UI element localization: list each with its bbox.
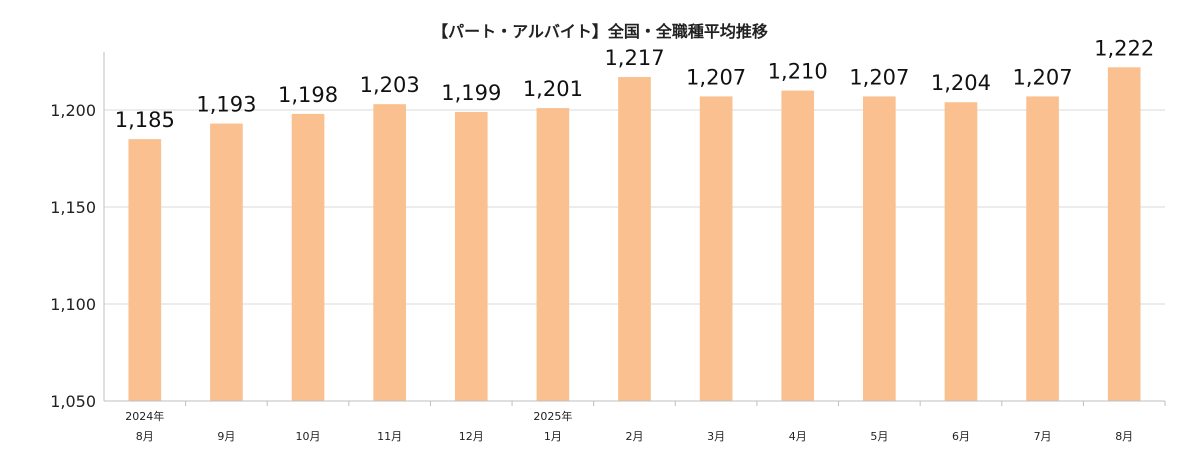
data-label: 1,185 — [115, 108, 175, 132]
bar — [618, 77, 651, 402]
y-tick-label: 1,150 — [50, 198, 96, 217]
y-tick-label: 1,050 — [50, 392, 96, 411]
bar — [1107, 67, 1141, 401]
x-tick-label: 5月 — [870, 430, 888, 443]
x-tick-year-label: 2025年 — [533, 409, 572, 423]
data-label: 1,207 — [1013, 65, 1073, 89]
x-tick-label: 11月 — [377, 430, 402, 443]
chart-title: 【パート・アルバイト】全国・全職種平均推移 — [432, 22, 768, 41]
x-tick-label: 10月 — [296, 430, 321, 443]
data-labels: 1,185 1,193 1,198 1,203 1,199 1,201 1,217 1,207… — [115, 36, 1155, 132]
data-label: 1,199 — [441, 81, 501, 105]
data-label: 1,198 — [278, 83, 338, 107]
axes — [103, 52, 1166, 406]
bar — [699, 96, 733, 402]
data-label: 1,193 — [196, 93, 256, 117]
bar — [454, 111, 488, 401]
x-axis-ticks: 2024年 8月 9月 10月 11月 12月 2025年 1月 2月 3月 4月 5月 6月 7月 8月 — [125, 409, 1133, 443]
x-tick-label: 3月 — [707, 430, 725, 443]
bar — [373, 104, 406, 402]
bar — [863, 96, 896, 402]
data-label: 1,204 — [931, 71, 991, 95]
bar — [944, 102, 978, 402]
data-label: 1,207 — [686, 65, 746, 89]
x-tick-label: 8月 — [136, 430, 154, 443]
data-label: 1,201 — [523, 77, 583, 101]
bar — [210, 123, 243, 401]
data-label: 1,217 — [604, 46, 664, 70]
y-tick-label: 1,100 — [50, 295, 96, 314]
x-tick-label: 9月 — [217, 430, 235, 443]
data-label: 1,207 — [849, 65, 909, 89]
x-tick-label: 12月 — [459, 430, 484, 443]
x-tick-label: 8月 — [1115, 430, 1133, 443]
bar — [291, 113, 325, 401]
data-label: 1,222 — [1094, 36, 1154, 60]
bar — [536, 108, 570, 401]
data-label: 1,210 — [768, 60, 828, 84]
x-tick-year-label: 2024年 — [125, 409, 164, 423]
bar — [128, 139, 162, 401]
x-tick-label: 4月 — [789, 430, 807, 443]
data-label: 1,203 — [360, 73, 420, 97]
x-tick-label: 6月 — [952, 430, 970, 443]
y-axis-ticks: 1,050 1,100 1,150 1,200 — [50, 101, 96, 411]
y-tick-label: 1,200 — [50, 101, 96, 120]
bar — [1026, 96, 1059, 402]
bar — [781, 90, 815, 401]
x-tick-label: 7月 — [1034, 430, 1052, 443]
x-tick-label: 2月 — [626, 430, 644, 443]
x-tick-label: 1月 — [544, 430, 562, 443]
bars — [128, 67, 1141, 402]
